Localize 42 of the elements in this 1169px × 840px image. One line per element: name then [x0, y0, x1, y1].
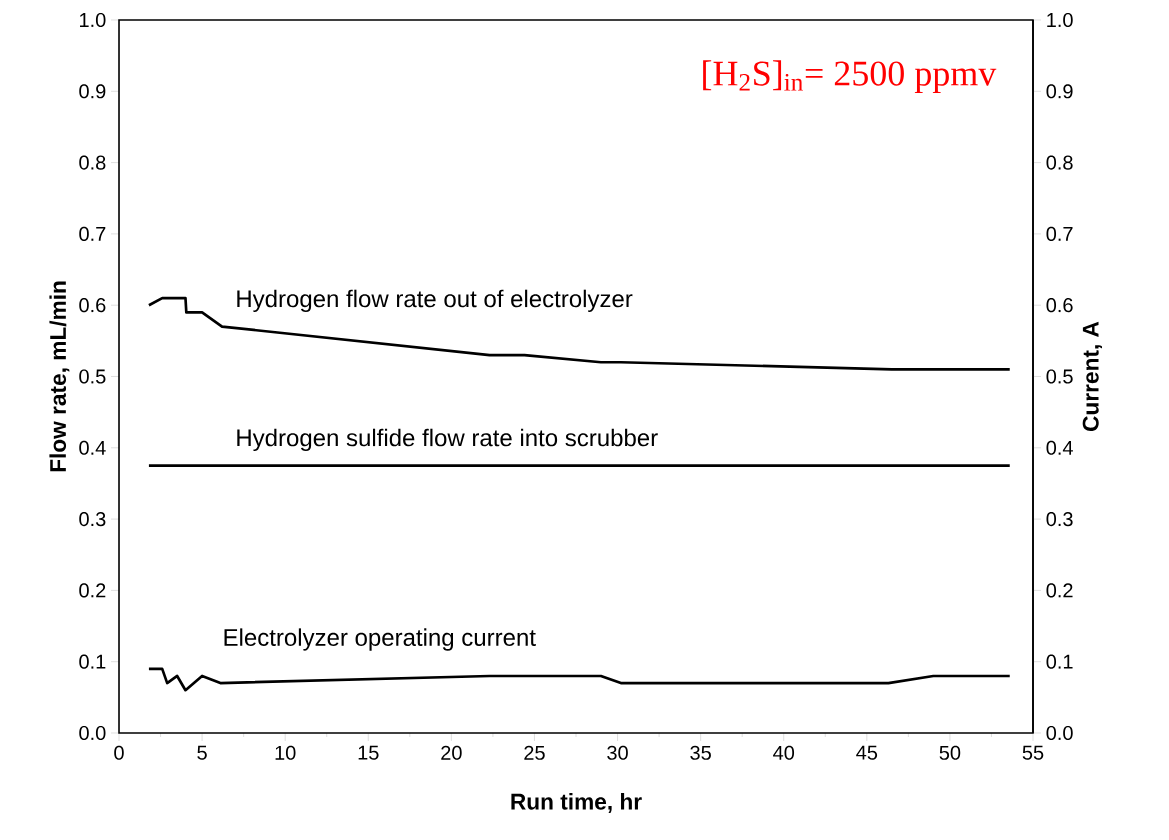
x-tick-label: 45: [856, 745, 878, 760]
y-tick-label: 0.4: [79, 440, 106, 455]
y2-tick-label: 0.0: [1046, 725, 1073, 741]
y-tick-label: 1.0: [80, 12, 106, 28]
y2-tick-label: 0.1: [1046, 654, 1073, 669]
y-tick-label: 0.0: [79, 725, 106, 741]
series-label: Hydrogen sulfide flow rate into scrubber: [237, 428, 658, 452]
y2-tick-label: 0.8: [1046, 155, 1073, 170]
y2-tick-label: 0.5: [1046, 369, 1073, 384]
y-axis-title: Flow rate, mL/min: [49, 281, 70, 472]
x-tick-label: 15: [358, 745, 379, 760]
x-tick-label: 40: [773, 745, 795, 760]
x-tick-label: 50: [939, 745, 961, 760]
series-label: Hydrogen flow rate out of electrolyzer: [237, 289, 633, 313]
x-axis-title: Run time, hr: [511, 793, 642, 813]
x-tick-label: 35: [690, 745, 711, 760]
annotation: [H$_{2}$S]$_{in}$= 2500 ppmv: [703, 60, 997, 94]
y2-tick-label: 0.9: [1046, 84, 1073, 99]
y2-tick-label: 0.2: [1046, 583, 1073, 598]
series-label: Electrolyzer operating current: [224, 628, 536, 651]
x-tick-label: 30: [607, 745, 628, 760]
x-tick-label: 25: [524, 745, 545, 760]
y2-axis-title: Current, A: [1082, 321, 1103, 431]
x-tick-label: 10: [275, 745, 296, 760]
y-tick-label: 0.9: [79, 84, 106, 99]
y2-tick-label: 1.0: [1047, 12, 1073, 28]
x-tick-label: 55: [1022, 745, 1044, 760]
y-tick-label: 0.8: [79, 155, 106, 170]
y2-tick-label: 0.4: [1046, 440, 1073, 455]
y-tick-label: 0.5: [79, 369, 106, 384]
line-series: [147, 667, 1012, 692]
y-tick-label: 0.6: [79, 298, 106, 313]
y2-tick-label: 0.7: [1046, 226, 1073, 241]
y-tick-label: 0.7: [79, 226, 106, 241]
x-tick-label: 5: [197, 745, 207, 760]
y-tick-label: 0.3: [79, 512, 106, 527]
x-tick-label: 20: [441, 745, 462, 760]
y-tick-label: 0.2: [79, 583, 106, 598]
y2-tick-label: 0.3: [1046, 512, 1073, 527]
y2-tick-label: 0.6: [1046, 298, 1073, 313]
x-tick-label: 0: [114, 745, 124, 760]
y-tick-label: 0.1: [79, 654, 106, 669]
